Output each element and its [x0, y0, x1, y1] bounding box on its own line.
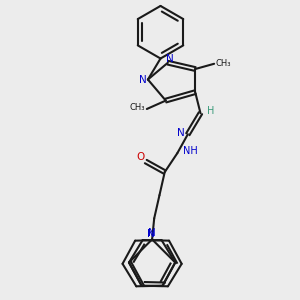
Text: N: N: [147, 229, 155, 239]
Text: O: O: [136, 152, 145, 162]
Text: H: H: [207, 106, 215, 116]
Text: N: N: [177, 128, 184, 138]
Text: CH₃: CH₃: [216, 59, 231, 68]
Text: N: N: [166, 53, 174, 64]
Text: N: N: [139, 74, 146, 85]
Text: CH₃: CH₃: [130, 103, 145, 112]
Text: N: N: [148, 228, 156, 238]
Text: NH: NH: [183, 146, 197, 156]
